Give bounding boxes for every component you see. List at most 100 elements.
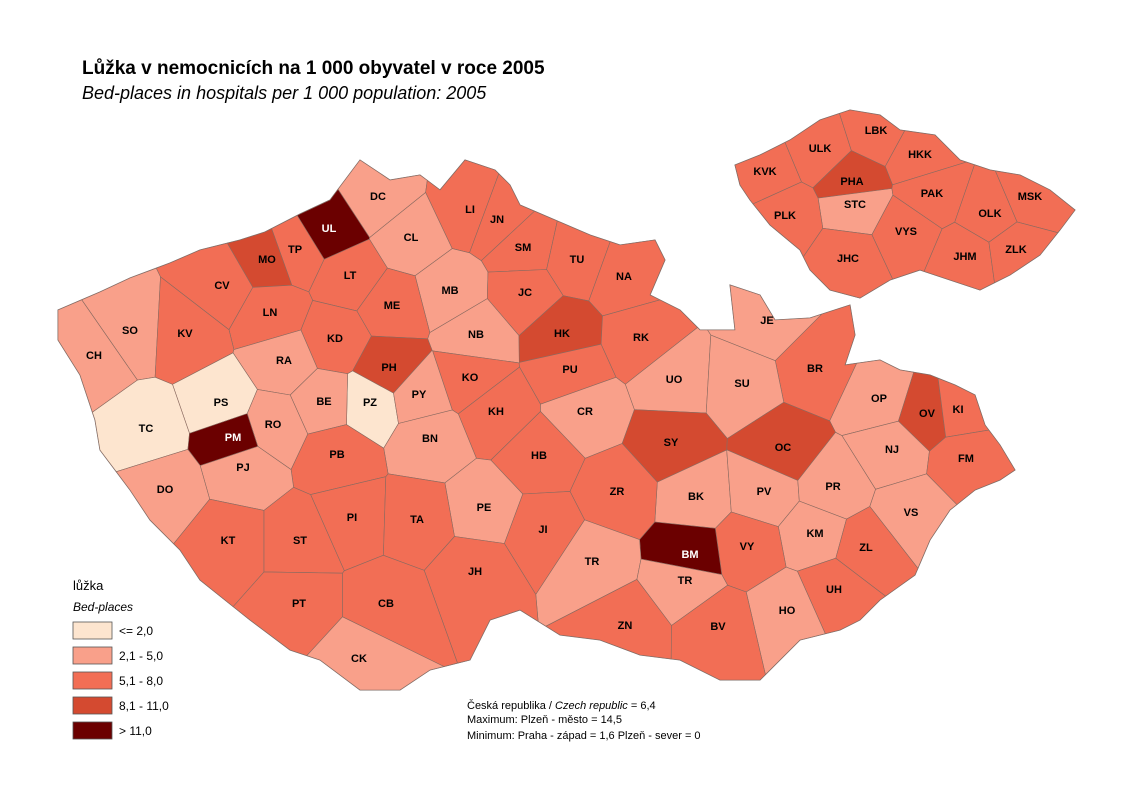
area-label: PY <box>412 389 427 401</box>
legend-label: 2,1 - 5,0 <box>119 649 163 663</box>
area-label: HKK <box>908 149 932 161</box>
area-label: PS <box>214 397 229 409</box>
area-label: SM <box>515 242 532 254</box>
area-label: KM <box>806 528 823 540</box>
area-label: CL <box>404 232 419 244</box>
area-label: JE <box>760 315 773 327</box>
area <box>988 221 1059 284</box>
note-republic: Česká republika / Czech republic = 6,4 <box>467 699 656 712</box>
area-label: JC <box>518 287 532 299</box>
area-label: CR <box>577 406 593 418</box>
area-label: JN <box>490 214 504 226</box>
area-label: JI <box>538 524 547 536</box>
area-label: UL <box>322 223 337 235</box>
area-label: RA <box>276 355 292 367</box>
area-label: BR <box>807 363 823 375</box>
area-label: KH <box>488 406 504 418</box>
area-label: PH <box>381 362 396 374</box>
area-label: NJ <box>885 444 899 456</box>
area-label: PB <box>329 449 344 461</box>
area-label: SY <box>664 437 679 449</box>
area-label: TC <box>139 423 154 435</box>
area-label: FM <box>958 453 974 465</box>
area-label: PE <box>477 502 492 514</box>
area-label: TU <box>570 254 585 266</box>
area <box>923 221 995 291</box>
area-label: VYS <box>895 226 917 238</box>
area-label: ZLK <box>1005 244 1026 256</box>
area-label: VS <box>904 507 919 519</box>
note-maximum: Maximum: Plzeň - město = 14,5 <box>467 714 622 726</box>
area-label: KO <box>462 372 479 384</box>
area-label: BN <box>422 433 438 445</box>
area-label: SU <box>734 378 749 390</box>
area-label: DC <box>370 191 386 203</box>
area-label: VY <box>740 541 755 553</box>
area-label: CK <box>351 653 367 665</box>
area-label: NB <box>468 329 484 341</box>
area-label: OC <box>775 442 792 454</box>
area-label: RK <box>633 332 649 344</box>
area-label: ST <box>293 535 307 547</box>
area-label: HB <box>531 450 547 462</box>
legend-label: > 11,0 <box>119 724 152 738</box>
area-label: BM <box>681 549 698 561</box>
legend-swatch <box>72 721 113 740</box>
legend-swatch <box>72 646 113 665</box>
area-label: MO <box>258 254 276 266</box>
area-label: ZL <box>859 542 873 554</box>
area <box>306 616 445 691</box>
area-label: BK <box>688 491 704 503</box>
legend: lůžka Bed-places <= 2,0 2,1 - 5,0 5,1 - 8,… <box>72 578 169 740</box>
area-label: LN <box>263 307 278 319</box>
legend-swatch <box>72 696 113 715</box>
area <box>545 579 672 660</box>
legend-swatch <box>72 621 113 640</box>
note-en: Czech republic <box>555 700 628 712</box>
area-label: PV <box>757 486 772 498</box>
area-label: JHC <box>837 253 859 265</box>
area-label: DO <box>157 484 174 496</box>
area <box>115 449 211 545</box>
area-label: LI <box>465 204 475 216</box>
area <box>803 227 894 299</box>
area-label: SO <box>122 325 138 337</box>
area-label: TR <box>678 575 693 587</box>
district-map: DC UL TP MO LI JN CL SM TU NA CV LT MB JC LN ME SO KV CH KD… <box>57 159 1016 691</box>
area-label: PI <box>347 512 357 524</box>
area-label: PJ <box>236 462 249 474</box>
area-label: RO <box>265 419 282 431</box>
area-label: NA <box>616 271 632 283</box>
area-label: PAK <box>921 188 943 200</box>
legend-label: 5,1 - 8,0 <box>119 674 163 688</box>
area-label: PU <box>562 364 577 376</box>
area-label: ZN <box>618 620 633 632</box>
subtitle: Bed-places in hospitals per 1 000 popula… <box>82 83 487 103</box>
area-label: OV <box>919 408 936 420</box>
area-label: TA <box>410 514 424 526</box>
area-label: CH <box>86 350 102 362</box>
area-label: CV <box>214 280 230 292</box>
area-label: PT <box>292 598 306 610</box>
area-label: UH <box>826 584 842 596</box>
area-label: JH <box>468 566 482 578</box>
area-label: PHA <box>840 176 863 188</box>
note-cz: Česká republika / <box>467 699 555 712</box>
region-map: ULK LBK KVK HKK PHA STC PAK MSK PLK OLK VYS JHC JHM Z… <box>734 109 1076 299</box>
legend-label: 8,1 - 11,0 <box>119 699 169 713</box>
legend-swatch <box>72 671 113 690</box>
area-label: KV <box>177 328 193 340</box>
area-label: STC <box>844 199 866 211</box>
area <box>796 557 887 635</box>
note-minimum: Minimum: Praha - západ = 1,6 Plzeň - sev… <box>467 730 701 742</box>
area-label: MB <box>441 285 458 297</box>
note-value: = 6,4 <box>628 700 656 712</box>
area-label: PR <box>825 481 840 493</box>
area-label: MSK <box>1018 191 1043 203</box>
area-label: CB <box>378 598 394 610</box>
notes: Česká republika / Czech republic = 6,4 M… <box>467 699 701 742</box>
area-label: PLK <box>774 210 796 222</box>
legend-subtitle: Bed-places <box>73 600 133 614</box>
area-label: ZR <box>610 486 625 498</box>
